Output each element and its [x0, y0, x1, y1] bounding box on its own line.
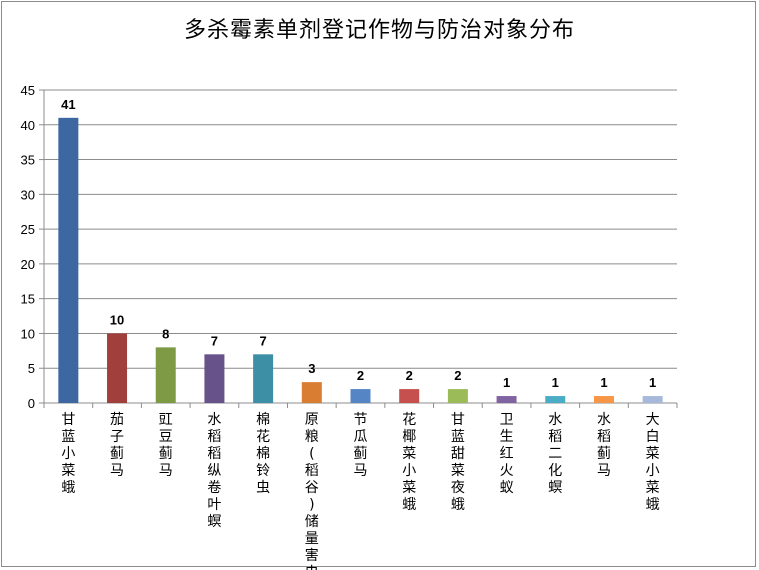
data-label: 41 [61, 97, 75, 112]
data-label: 7 [259, 333, 266, 348]
data-label: 1 [503, 375, 510, 390]
category-label: 甘蓝甜菜夜蛾 [451, 412, 465, 513]
bar-3 [155, 347, 176, 403]
bar-8 [399, 389, 420, 403]
data-label: 10 [110, 312, 124, 327]
data-label: 3 [308, 361, 315, 376]
bar-2 [107, 333, 128, 403]
category-label: 卫生红火蚁 [500, 412, 514, 496]
chart-title: 多杀霉素单剂登记作物与防治对象分布 [183, 18, 575, 43]
y-tick-label: 45 [21, 83, 35, 98]
bar-10 [496, 396, 517, 403]
bar-4 [204, 354, 225, 403]
category-label: 甘蓝小菜蛾 [61, 412, 75, 496]
data-label: 2 [454, 368, 461, 383]
category-label: 原粮(稻谷)储量害虫 [305, 412, 319, 570]
bar-11 [545, 396, 566, 403]
y-tick-label: 10 [21, 326, 35, 341]
category-label: 棉花棉铃虫 [256, 411, 270, 496]
y-tick-label: 20 [21, 257, 35, 272]
bar-12 [593, 396, 614, 403]
bar-13 [642, 396, 663, 403]
y-tick-label: 35 [21, 153, 35, 168]
data-label: 1 [552, 375, 559, 390]
bar-7 [350, 389, 371, 403]
bar-9 [447, 389, 468, 403]
y-tick-label: 30 [21, 187, 35, 202]
data-label: 1 [649, 375, 656, 390]
bar-5 [253, 354, 274, 403]
y-tick-label: 15 [21, 292, 35, 307]
bar-6 [301, 382, 322, 403]
category-label: 节瓜蓟马 [354, 412, 368, 479]
data-label: 1 [600, 375, 607, 390]
category-label: 水稻蓟马 [597, 412, 611, 479]
y-tick-label: 5 [28, 361, 35, 376]
y-tick-label: 40 [21, 118, 35, 133]
category-label: 大白菜小菜蛾 [646, 412, 660, 513]
data-label: 8 [162, 326, 169, 341]
data-label: 2 [357, 368, 364, 383]
y-tick-label: 0 [28, 396, 35, 411]
category-label: 水稻稻纵卷叶螟 [207, 412, 221, 530]
data-label: 2 [406, 368, 413, 383]
y-tick-label: 25 [21, 222, 35, 237]
bar-1 [58, 117, 79, 404]
category-label: 茄子蓟马 [110, 411, 124, 479]
category-label: 水稻二化螟 [548, 412, 562, 496]
category-label: 花椰菜小菜蛾 [402, 412, 416, 513]
data-label: 7 [211, 333, 218, 348]
category-label: 豇豆蓟马 [159, 412, 173, 479]
